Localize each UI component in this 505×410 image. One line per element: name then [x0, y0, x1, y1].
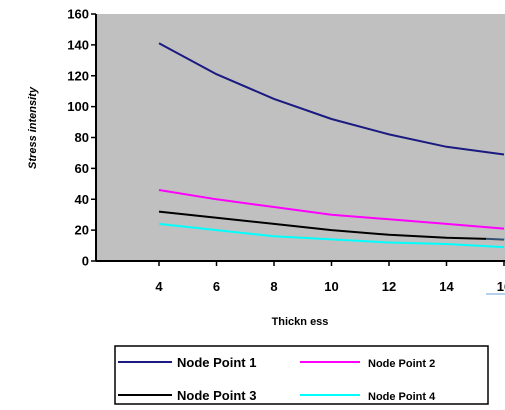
- x-tick-label: 14: [439, 279, 454, 294]
- x-tick-label: 8: [270, 279, 277, 294]
- y-axis-title: Stress intensity: [27, 86, 39, 169]
- y-tick-label: 100: [67, 99, 89, 114]
- x-tick-label: 4: [155, 279, 163, 294]
- y-tick-label: 40: [75, 192, 89, 207]
- plot-area: [96, 14, 505, 261]
- y-tick-label: 120: [67, 68, 89, 83]
- series-line-node-point-2: [158, 189, 505, 230]
- x-tick-label: 6: [213, 279, 220, 294]
- x-axis-title: Thickn ess: [272, 316, 329, 328]
- x-tick-label: 12: [382, 279, 396, 294]
- legend: Node Point 1 Node Point 2 Node Point 3 N…: [114, 345, 489, 405]
- x-tick-label: 16: [497, 279, 505, 294]
- legend-label-node-point-1: Node Point 1: [177, 355, 256, 370]
- series-line-node-point-3: [158, 210, 505, 241]
- y-tick-label: 60: [75, 161, 89, 176]
- series-line-node-point-4: [158, 222, 505, 249]
- y-tick-label: 0: [82, 254, 89, 269]
- legend-label-node-point-3: Node Point 3: [177, 388, 256, 403]
- series-line-node-point-1: [158, 42, 505, 156]
- legend-label-node-point-4: Node Point 4: [368, 391, 436, 403]
- legend-label-node-point-2: Node Point 2: [368, 358, 435, 370]
- x-tick-label: 10: [324, 279, 338, 294]
- y-tick-label: 140: [67, 37, 89, 52]
- y-tick-label: 160: [67, 7, 89, 22]
- y-tick-label: 20: [75, 223, 89, 238]
- y-tick-label: 80: [75, 130, 89, 145]
